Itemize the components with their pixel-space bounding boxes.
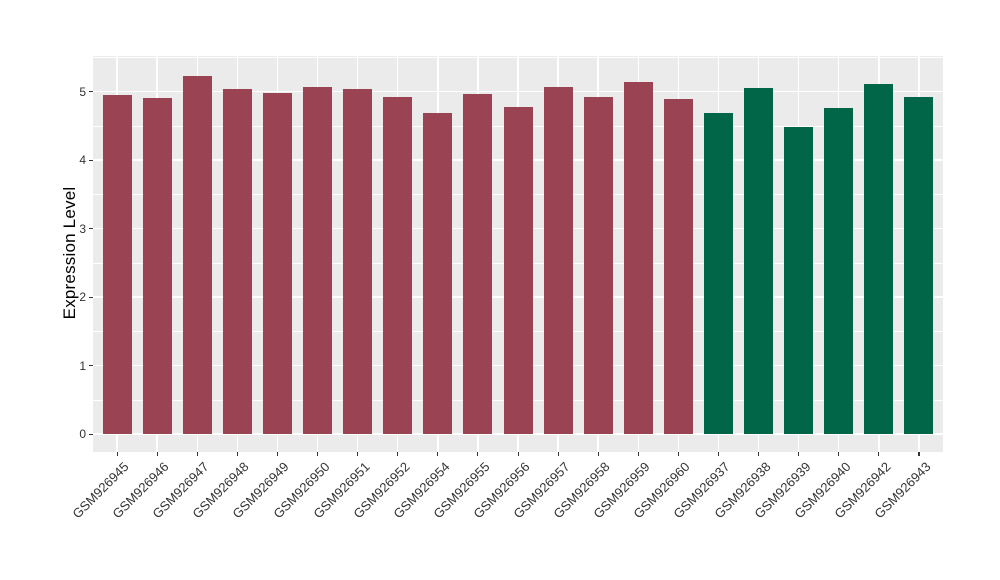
x-tick-mark <box>798 452 800 456</box>
y-tick-mark <box>89 296 93 298</box>
bar-GSM926952 <box>383 96 413 434</box>
bar-GSM926938 <box>744 88 774 434</box>
y-tick-mark <box>89 159 93 161</box>
x-tick-mark <box>196 452 198 456</box>
x-tick-mark <box>517 452 519 456</box>
y-tick-label: 0 <box>79 427 86 441</box>
x-tick-mark <box>717 452 720 456</box>
bar-GSM926959 <box>623 81 653 434</box>
y-tick-label: 5 <box>79 84 86 99</box>
x-tick-mark <box>838 452 840 456</box>
bar-GSM926947 <box>182 75 212 434</box>
y-tick-mark <box>89 228 93 230</box>
x-tick-mark <box>597 452 599 456</box>
plot-panel <box>93 56 943 452</box>
x-tick-mark <box>918 452 920 456</box>
y-axis-title: Expression Level <box>60 186 79 320</box>
y-tick-label: 4 <box>79 153 86 167</box>
bar-GSM926937 <box>703 112 733 434</box>
x-tick-mark <box>317 452 319 456</box>
x-tick-mark <box>637 452 639 456</box>
bar-GSM926958 <box>583 96 613 434</box>
bar-GSM926954 <box>423 113 453 434</box>
x-tick-mark <box>878 452 880 456</box>
x-tick-mark <box>677 452 679 456</box>
y-tick-mark <box>89 91 93 93</box>
x-tick-mark <box>477 452 479 456</box>
bar-GSM926939 <box>784 127 814 434</box>
bar-GSM926951 <box>343 88 373 434</box>
y-tick-mark <box>89 433 93 435</box>
x-tick-mark <box>156 452 158 456</box>
x-tick-mark <box>557 452 559 456</box>
x-tick-mark <box>116 452 118 456</box>
x-tick-mark <box>236 452 238 456</box>
y-tick-label: 3 <box>79 221 86 236</box>
x-tick-mark <box>397 452 399 456</box>
x-tick-mark <box>758 452 760 456</box>
y-tick-label: 1 <box>79 358 86 373</box>
y-tick-label: 2 <box>79 290 86 304</box>
x-tick-mark <box>437 452 439 456</box>
bar-GSM926949 <box>262 92 292 434</box>
x-tick-mark <box>357 452 359 456</box>
bar-GSM926946 <box>142 97 172 434</box>
bar-GSM926957 <box>543 86 573 434</box>
bar-GSM926956 <box>503 106 533 434</box>
y-tick-mark <box>89 365 93 367</box>
bar-GSM926955 <box>463 93 493 434</box>
bar-GSM926960 <box>663 99 693 434</box>
bar-GSM926948 <box>222 89 252 434</box>
bar-GSM926940 <box>824 107 854 434</box>
bar-GSM926945 <box>102 94 132 434</box>
bar-GSM926942 <box>864 83 894 434</box>
x-tick-mark <box>276 452 279 456</box>
bar-GSM926943 <box>904 96 934 434</box>
bar-GSM926950 <box>303 87 333 434</box>
